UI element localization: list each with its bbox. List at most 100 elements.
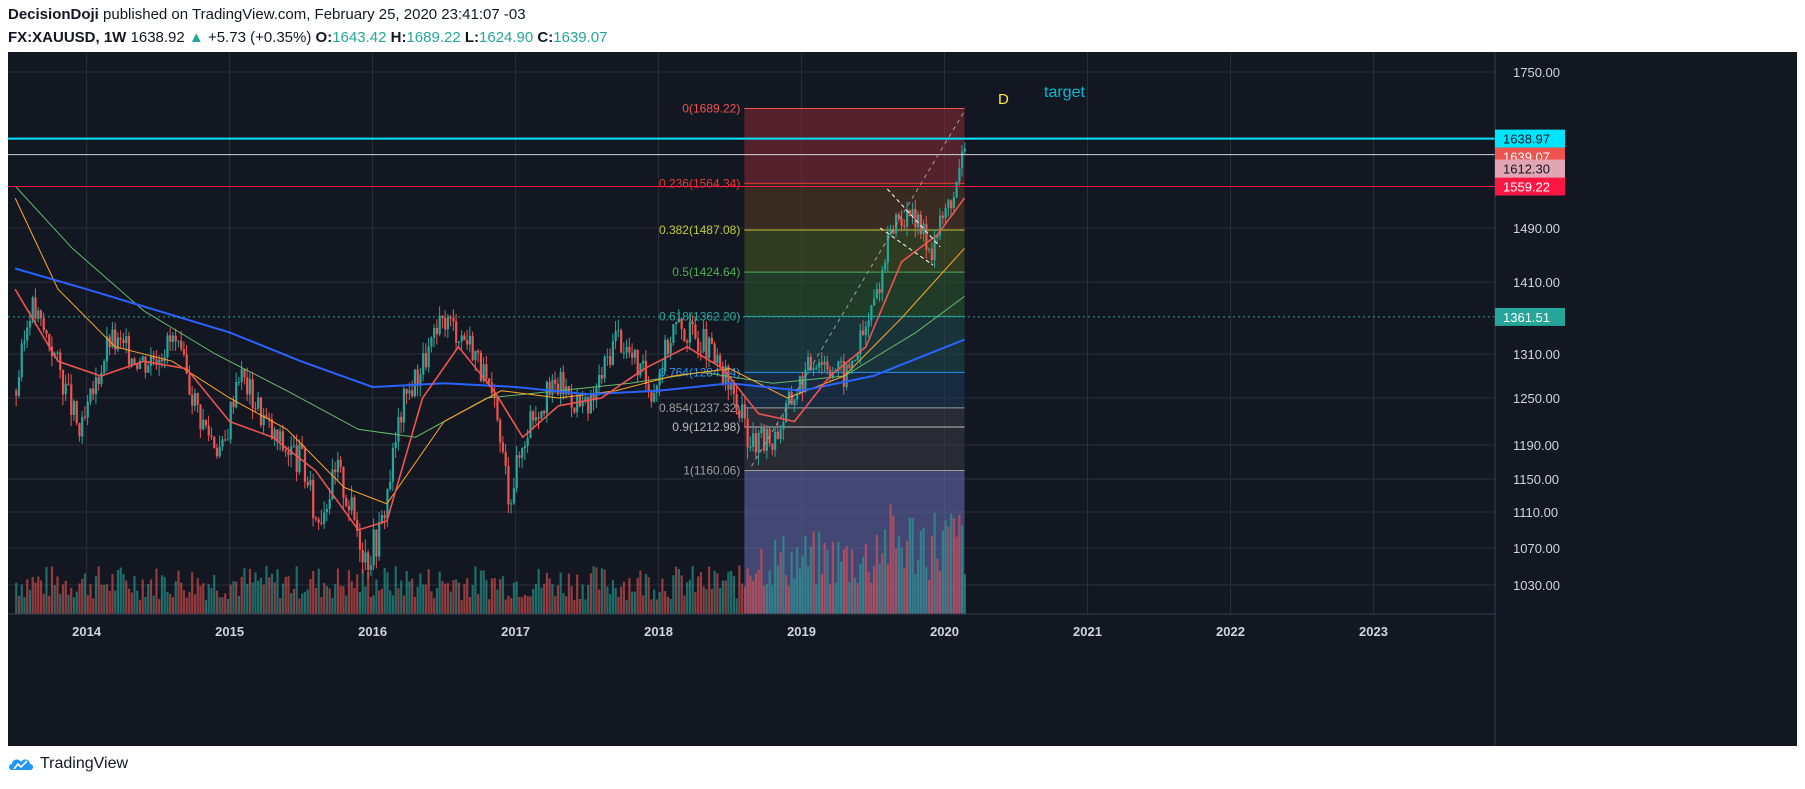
candle-body — [347, 505, 351, 511]
volume-bar — [111, 573, 114, 614]
volume-bar — [886, 564, 889, 614]
candles — [15, 142, 966, 579]
candle-body — [320, 522, 323, 524]
fib-trend-line[interactable] — [751, 110, 965, 467]
candle-body — [892, 228, 895, 234]
fib-level-label: 0.236(1564.34) — [659, 176, 740, 190]
x-axis[interactable]: 2014 2015 2016 2017 2018 2019 2020 2021 2022 2023 — [8, 613, 1495, 639]
volume-bar — [708, 566, 711, 614]
volume-bar — [947, 526, 950, 614]
volume-bar — [50, 566, 54, 614]
volume-bar — [911, 518, 914, 614]
candle-body — [78, 423, 81, 437]
volume-bar — [840, 561, 843, 614]
candle-body — [444, 318, 447, 330]
candle-body — [554, 379, 557, 384]
volume-bar — [380, 588, 384, 614]
candle-body — [606, 356, 609, 358]
volume-bar — [556, 585, 560, 614]
candle-body — [251, 379, 254, 408]
y-tick-label: 1070.00 — [1513, 541, 1560, 556]
chart-area[interactable]: 0(1689.22) 0.236(1564.34) 0.382(1487.08) 0.… — [8, 52, 1797, 746]
candle-body — [754, 433, 757, 453]
volume-bar — [243, 568, 246, 614]
candle-body — [537, 417, 540, 419]
x-tick-label: 2015 — [215, 624, 244, 639]
candle-body — [433, 327, 436, 338]
candle-body — [507, 466, 510, 505]
volume-bar — [177, 570, 180, 614]
volume-bar — [281, 583, 285, 614]
volume-bar — [950, 513, 953, 614]
volume-bar — [138, 599, 142, 614]
candle-body — [152, 355, 155, 360]
volume-bar — [287, 576, 290, 614]
candle-body — [699, 351, 703, 353]
volume-bar — [691, 566, 694, 614]
candle-body — [86, 401, 89, 418]
candle-body — [408, 390, 411, 394]
candle-body — [724, 366, 727, 384]
candle-body — [419, 374, 422, 386]
volume-bar — [765, 584, 768, 614]
price-tag[interactable] — [1495, 307, 1565, 326]
volume-bar — [144, 596, 147, 614]
trend-drawings[interactable] — [751, 110, 965, 467]
price-chart[interactable]: 0(1689.22) 0.236(1564.34) 0.382(1487.08) 0.… — [8, 52, 1797, 746]
candle-body — [204, 419, 208, 426]
candle-body — [672, 324, 675, 343]
volume-bar — [204, 599, 208, 614]
candle-body — [328, 499, 331, 510]
y-axis[interactable]: 1750.00 1490.00 1410.00 1310.00 1250.00 1190.… — [1494, 52, 1797, 746]
volume-bar — [540, 587, 543, 614]
candle-body — [284, 449, 287, 452]
price-tag-label: 1612.30 — [1503, 162, 1550, 177]
price-tag[interactable] — [1495, 129, 1565, 148]
volume-bar — [628, 578, 631, 614]
volume-bar — [741, 583, 744, 614]
volume-bar — [59, 594, 62, 614]
volume-bar — [925, 567, 928, 614]
author-name[interactable]: DecisionDoji — [8, 6, 99, 23]
channel-lower-line[interactable] — [879, 227, 934, 266]
volume-bar — [378, 590, 381, 614]
candle-body — [424, 353, 428, 368]
volume-bar — [917, 559, 920, 614]
volume-bar — [375, 579, 378, 614]
volume-bar — [356, 574, 359, 614]
candle-body — [556, 383, 560, 395]
volume-bar — [347, 570, 351, 614]
volume-bar — [493, 577, 496, 614]
volume-bar — [221, 597, 224, 614]
volume-bar — [862, 556, 865, 614]
channel-upper-line[interactable] — [886, 188, 941, 248]
fib-level-label: 0.382(1487.08) — [659, 223, 740, 237]
candle-body — [851, 360, 854, 368]
volume-bar — [793, 578, 796, 614]
horizontal-lines[interactable] — [8, 137, 1495, 318]
candle-body — [589, 394, 593, 414]
candle-body — [394, 441, 397, 448]
candle-body — [587, 397, 590, 414]
candle-body — [496, 397, 499, 420]
volume-bar — [435, 587, 439, 614]
volume-bar — [488, 599, 491, 614]
price-tag[interactable] — [1495, 177, 1565, 196]
tradingview-footer[interactable]: TradingView — [8, 755, 128, 773]
x-tick-label: 2014 — [72, 624, 102, 639]
candle-body — [820, 362, 823, 365]
volume-bar — [749, 575, 752, 614]
volume-bar — [119, 567, 122, 614]
candle-body — [631, 352, 634, 358]
d-annotation[interactable]: D — [998, 91, 1009, 108]
candle-body — [218, 446, 221, 457]
volume-bar — [658, 592, 661, 614]
target-annotation[interactable]: target — [1044, 84, 1085, 101]
candle-body — [545, 381, 549, 414]
volume-bar — [790, 551, 793, 614]
symbol-label: FX:XAUUSD, 1W — [8, 29, 127, 46]
volume-bar — [705, 589, 708, 614]
candle-body — [17, 377, 21, 396]
price-tag[interactable] — [1495, 159, 1565, 178]
candle-body — [70, 384, 73, 415]
